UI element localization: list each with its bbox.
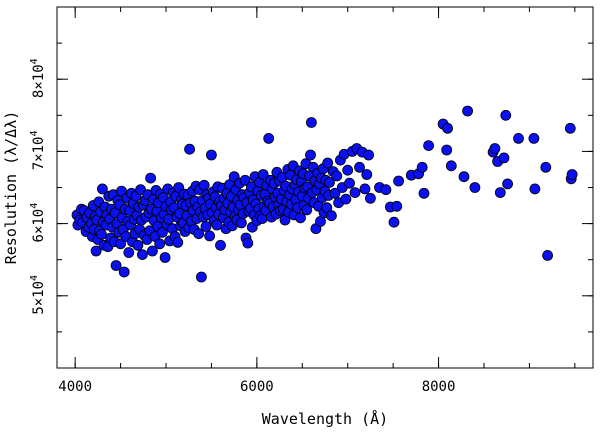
data-point: [500, 109, 512, 121]
data-point: [109, 207, 121, 219]
data-point: [329, 187, 341, 199]
data-point: [322, 157, 334, 169]
data-point: [361, 169, 373, 180]
data-point: [416, 161, 428, 173]
data-point: [331, 170, 343, 182]
data-point: [462, 105, 474, 117]
data-point: [235, 217, 247, 229]
data-point: [257, 169, 269, 180]
data-point: [359, 183, 371, 195]
x-tick-label: 4000: [58, 379, 92, 395]
y-tick-label: 8×104: [29, 58, 47, 98]
data-point: [136, 249, 148, 261]
data-point: [513, 132, 524, 144]
data-point: [364, 192, 376, 204]
data-point: [305, 149, 316, 161]
data-point: [132, 239, 144, 251]
y-tick-label: 5×104: [29, 275, 47, 315]
data-point: [295, 212, 306, 224]
data-point: [172, 236, 184, 248]
data-point: [498, 152, 510, 164]
data-point: [442, 122, 454, 134]
data-point: [441, 144, 453, 156]
data-point: [321, 202, 333, 214]
data-point: [494, 187, 506, 199]
data-point: [193, 228, 205, 240]
data-point: [184, 143, 196, 155]
data-point: [393, 175, 405, 187]
data-point: [195, 271, 207, 283]
x-tick-label: 6000: [240, 379, 274, 395]
data-point: [564, 122, 576, 134]
x-axis-label: Wavelength (Å): [262, 409, 388, 428]
data-point: [242, 237, 254, 249]
data-point: [502, 178, 514, 190]
data-point: [349, 187, 361, 199]
data-point: [566, 169, 578, 180]
data-point: [211, 219, 223, 231]
data-point: [301, 204, 313, 216]
data-point: [118, 266, 130, 278]
data-point: [215, 239, 226, 251]
data-point: [423, 140, 435, 152]
data-point: [146, 245, 158, 257]
data-point: [529, 183, 541, 195]
data-point: [418, 187, 430, 199]
data-point: [115, 238, 126, 250]
data-point: [324, 176, 335, 188]
data-point: [469, 182, 481, 193]
y-tick-label: 7×104: [29, 131, 47, 171]
data-point: [340, 193, 352, 205]
data-point: [96, 228, 107, 240]
data-point: [354, 161, 365, 173]
data-point: [97, 183, 108, 195]
data-point: [540, 161, 552, 173]
tick-labels: 4000 6000 8000 5×104 6×104 7×104 8×104: [29, 58, 455, 395]
data-point: [90, 245, 102, 257]
y-tick-label: 6×104: [29, 203, 47, 243]
data-point: [388, 216, 400, 228]
data-point: [380, 184, 392, 196]
data-point: [344, 177, 355, 189]
data-points: [71, 105, 578, 283]
data-point: [154, 238, 166, 250]
data-point: [145, 172, 157, 184]
axis-ticks: [57, 6, 593, 369]
plot-frame: [56, 6, 594, 369]
data-point: [200, 221, 212, 232]
data-point: [391, 200, 403, 212]
data-point: [542, 249, 553, 261]
x-tick-label: 8000: [422, 379, 456, 395]
data-point: [342, 164, 354, 176]
data-point: [263, 132, 275, 144]
data-point: [123, 247, 135, 258]
data-point: [204, 230, 216, 242]
data-point: [363, 149, 375, 161]
data-point: [205, 149, 217, 161]
data-point: [305, 117, 317, 128]
data-point: [458, 171, 470, 183]
data-point: [325, 210, 337, 222]
data-point: [116, 185, 127, 197]
data-point: [528, 132, 540, 144]
data-point: [156, 226, 168, 238]
data-point: [110, 260, 122, 271]
data-point: [239, 174, 251, 186]
data-point: [198, 179, 210, 191]
data-point: [159, 252, 171, 263]
data-point: [489, 143, 501, 154]
y-axis-label: Resolution (λ/Δλ): [2, 111, 20, 265]
data-point: [445, 160, 457, 172]
